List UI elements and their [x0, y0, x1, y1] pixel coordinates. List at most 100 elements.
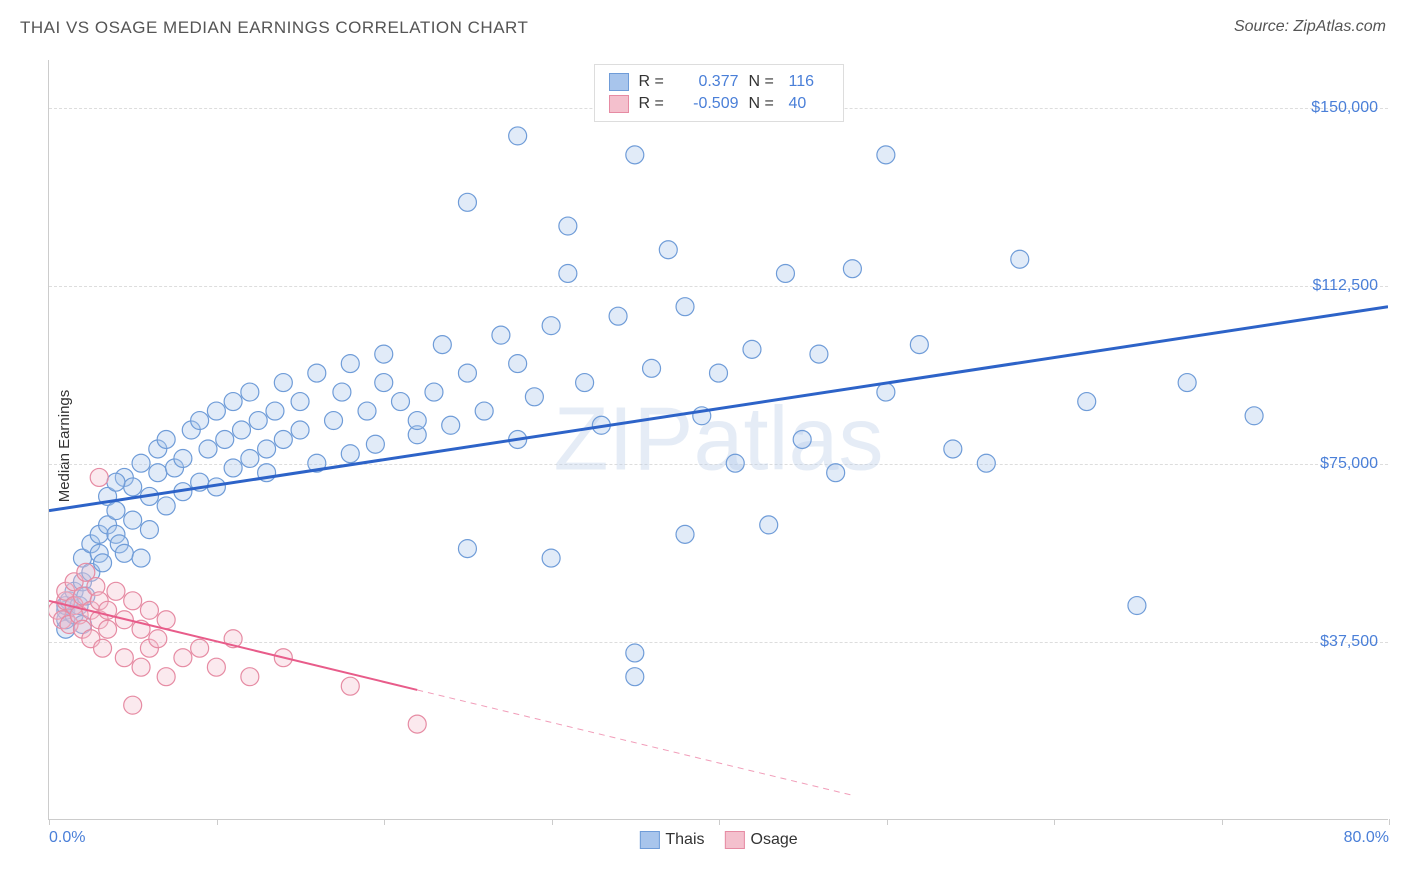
xtick	[49, 819, 50, 825]
scatter-point	[115, 649, 133, 667]
scatter-point	[626, 146, 644, 164]
scatter-point	[341, 677, 359, 695]
swatch-osage	[609, 95, 629, 113]
scatter-point	[274, 374, 292, 392]
scatter-point	[877, 146, 895, 164]
scatter-point	[157, 668, 175, 686]
xtick	[217, 819, 218, 825]
header: THAI VS OSAGE MEDIAN EARNINGS CORRELATIO…	[20, 18, 1386, 48]
r-value-thais: 0.377	[679, 73, 739, 91]
xtick	[1389, 819, 1390, 825]
scatter-point	[944, 440, 962, 458]
scatter-point	[191, 412, 209, 430]
scatter-point	[124, 478, 142, 496]
chart-container: THAI VS OSAGE MEDIAN EARNINGS CORRELATIO…	[0, 0, 1406, 892]
scatter-point	[425, 383, 443, 401]
scatter-point	[333, 383, 351, 401]
xtick-label: 80.0%	[1344, 829, 1389, 847]
scatter-point	[115, 544, 133, 562]
scatter-point	[266, 402, 284, 420]
scatter-point	[793, 431, 811, 449]
xtick	[719, 819, 720, 825]
n-value-thais: 116	[789, 73, 829, 91]
scatter-point	[910, 336, 928, 354]
scatter-point	[391, 393, 409, 411]
scatter-point	[525, 388, 543, 406]
scatter-point	[458, 193, 476, 211]
scatter-point	[408, 715, 426, 733]
legend-label-osage: Osage	[750, 831, 797, 849]
n-label: N =	[749, 73, 779, 91]
scatter-point	[291, 393, 309, 411]
scatter-point	[609, 307, 627, 325]
scatter-point	[90, 468, 108, 486]
scatter-point	[542, 317, 560, 335]
xtick	[887, 819, 888, 825]
swatch-thais-icon	[639, 831, 659, 849]
scatter-point	[140, 601, 158, 619]
scatter-point	[124, 592, 142, 610]
scatter-point	[810, 345, 828, 363]
n-value-osage: 40	[789, 95, 829, 113]
xtick	[552, 819, 553, 825]
scatter-point	[132, 454, 150, 472]
r-label: R =	[639, 95, 669, 113]
scatter-point	[308, 364, 326, 382]
scatter-point	[132, 658, 150, 676]
plot-svg	[49, 60, 1388, 819]
scatter-point	[258, 440, 276, 458]
scatter-point	[676, 298, 694, 316]
chart-title: THAI VS OSAGE MEDIAN EARNINGS CORRELATIO…	[20, 18, 528, 37]
scatter-point	[224, 393, 242, 411]
scatter-point	[626, 668, 644, 686]
scatter-point	[1011, 250, 1029, 268]
scatter-point	[341, 355, 359, 373]
scatter-point	[241, 668, 259, 686]
trend-line-dashed	[417, 690, 852, 795]
scatter-point	[107, 582, 125, 600]
scatter-point	[408, 412, 426, 430]
scatter-point	[241, 383, 259, 401]
scatter-point	[509, 127, 527, 145]
scatter-point	[149, 464, 167, 482]
scatter-point	[94, 554, 112, 572]
scatter-point	[643, 359, 661, 377]
scatter-point	[174, 649, 192, 667]
scatter-point	[559, 264, 577, 282]
scatter-point	[559, 217, 577, 235]
scatter-point	[710, 364, 728, 382]
r-label: R =	[639, 73, 669, 91]
scatter-point	[375, 374, 393, 392]
scatter-point	[94, 639, 112, 657]
scatter-point	[124, 511, 142, 529]
scatter-point	[877, 383, 895, 401]
scatter-point	[827, 464, 845, 482]
scatter-point	[107, 502, 125, 520]
r-value-osage: -0.509	[679, 95, 739, 113]
xtick	[1054, 819, 1055, 825]
scatter-point	[492, 326, 510, 344]
legend-label-thais: Thais	[665, 831, 704, 849]
scatter-point	[1178, 374, 1196, 392]
trend-line	[49, 307, 1388, 511]
legend-row-thais: R = 0.377 N = 116	[609, 71, 829, 93]
scatter-point	[232, 421, 250, 439]
scatter-point	[325, 412, 343, 430]
scatter-point	[140, 521, 158, 539]
scatter-point	[191, 639, 209, 657]
scatter-point	[157, 497, 175, 515]
scatter-point	[1078, 393, 1096, 411]
scatter-point	[207, 658, 225, 676]
scatter-point	[199, 440, 217, 458]
scatter-point	[358, 402, 376, 420]
scatter-point	[676, 525, 694, 543]
scatter-point	[977, 454, 995, 472]
scatter-point	[433, 336, 451, 354]
scatter-point	[458, 364, 476, 382]
swatch-thais	[609, 73, 629, 91]
source-attribution: Source: ZipAtlas.com	[1234, 18, 1386, 36]
xtick	[1222, 819, 1223, 825]
plot-area: ZIPatlas R = 0.377 N = 116 R = -0.509 N …	[48, 60, 1388, 820]
scatter-point	[157, 611, 175, 629]
scatter-point	[743, 340, 761, 358]
